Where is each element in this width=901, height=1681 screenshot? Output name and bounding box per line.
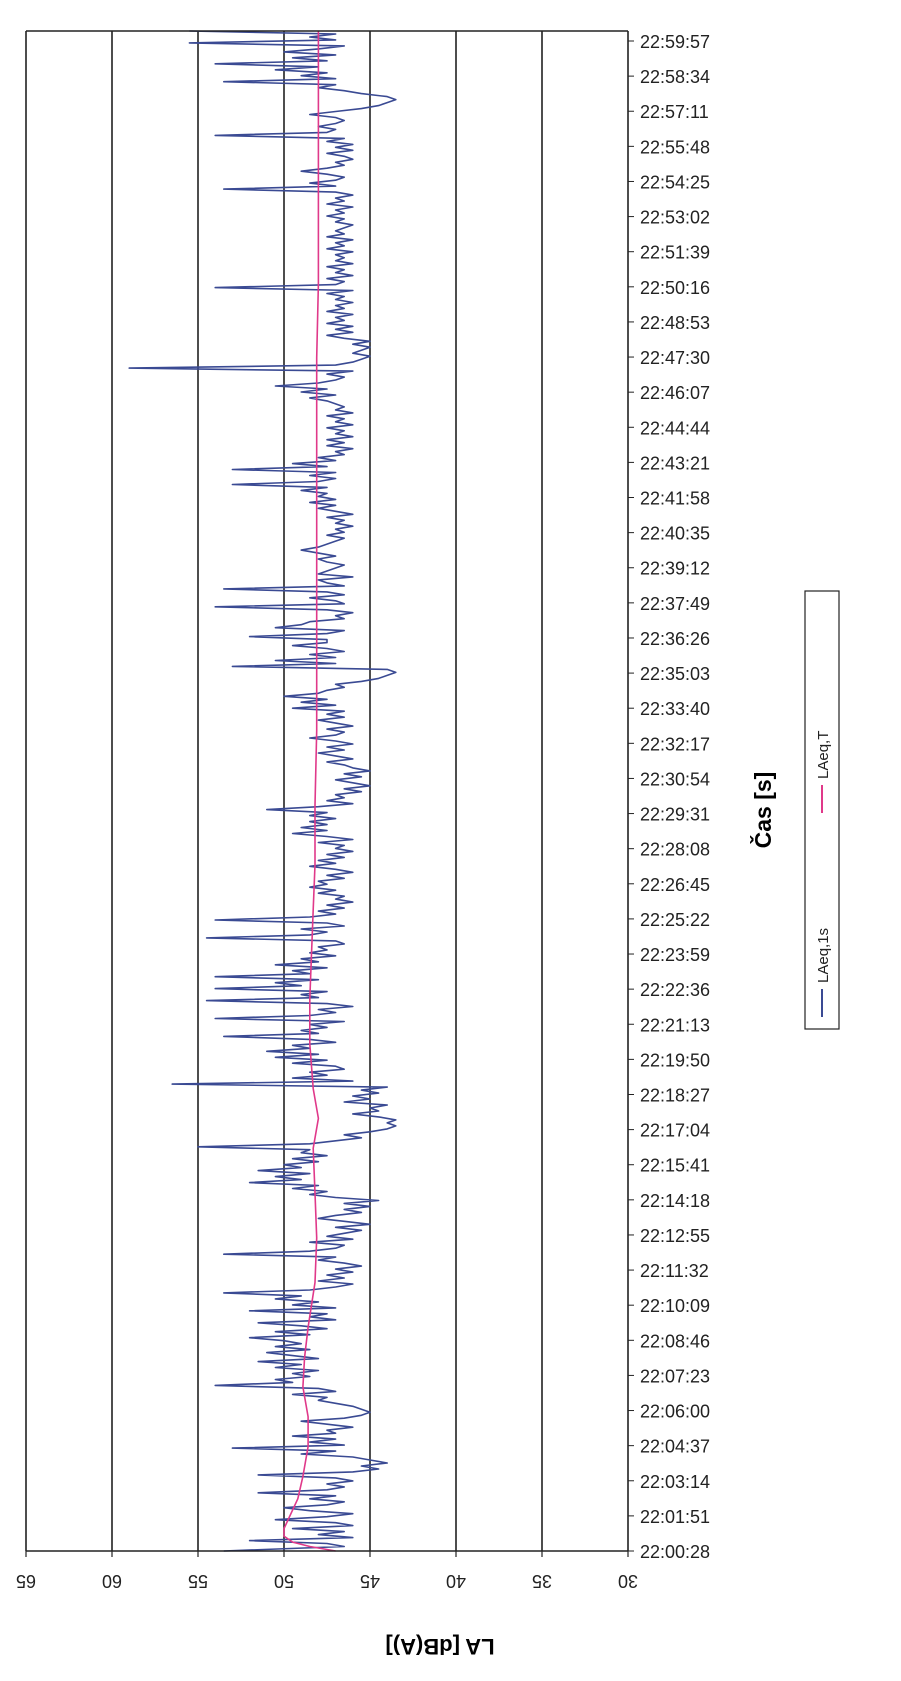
x-tick-label: 22:17:04 <box>640 1121 710 1141</box>
x-tick-label: 22:22:36 <box>640 980 710 1000</box>
x-tick-label: 22:46:07 <box>640 383 710 403</box>
x-tick-label: 22:08:46 <box>640 1331 710 1351</box>
legend: LAeq,1s LAeq,T <box>804 590 840 1030</box>
x-tick-label: 22:41:58 <box>640 489 710 509</box>
x-tick-label: 22:53:02 <box>640 208 710 228</box>
y-tick-label-30: 30 <box>618 1571 638 1591</box>
x-tick-label: 22:40:35 <box>640 524 710 544</box>
x-tick-label: 22:26:45 <box>640 875 710 895</box>
x-tick-label: 22:43:21 <box>640 453 710 473</box>
y-tick-label-55: 55 <box>188 1571 208 1591</box>
x-tick-label: 22:25:22 <box>640 910 710 930</box>
y-tick-label-40: 40 <box>446 1571 466 1591</box>
x-tick-label: 22:01:51 <box>640 1507 710 1527</box>
x-axis-label: Čas [s] <box>749 772 776 849</box>
x-tick-label: 22:11:32 <box>640 1261 709 1281</box>
x-tick-label: 22:06:00 <box>640 1402 710 1422</box>
y-tick-label-65: 65 <box>16 1571 36 1591</box>
x-tick-label: 22:21:13 <box>640 1015 710 1035</box>
x-tick-label: 22:18:27 <box>640 1085 710 1105</box>
x-tick-label: 22:50:16 <box>640 278 710 298</box>
x-tick-label: 22:12:55 <box>640 1226 710 1246</box>
y-tick-label-35: 35 <box>532 1571 552 1591</box>
legend-label-laeq-1s: LAeq,1s <box>815 928 832 983</box>
x-tick-label: 22:54:25 <box>640 172 710 192</box>
x-tick-label: 22:33:40 <box>640 699 710 719</box>
x-tick-label: 22:03:14 <box>640 1472 710 1492</box>
x-tick-label: 22:29:31 <box>640 805 710 825</box>
y-axis-label: LA [dB(A)] <box>385 1634 494 1659</box>
y-tick-label-45: 45 <box>360 1571 380 1591</box>
series-line-laeq-t <box>283 31 336 1552</box>
x-tick-label: 22:57:11 <box>640 102 709 122</box>
x-tick-label: 22:51:39 <box>640 243 710 263</box>
x-tick-label: 22:48:53 <box>640 313 710 333</box>
x-tick-label: 22:23:59 <box>640 945 710 965</box>
axes <box>25 30 629 1552</box>
x-tick-label: 22:19:50 <box>640 1050 710 1070</box>
x-tick-label: 22:00:28 <box>640 1542 710 1562</box>
x-tick-label: 22:59:57 <box>640 32 710 52</box>
x-tick-label: 22:44:44 <box>640 418 710 438</box>
y-tick-labels: 30 35 40 45 50 55 60 65 <box>16 1551 638 1591</box>
x-tick-label: 22:04:37 <box>640 1437 710 1457</box>
x-tick-label: 22:07:23 <box>640 1366 710 1386</box>
x-tick-label: 22:15:41 <box>640 1156 710 1176</box>
x-tick-label: 22:58:34 <box>640 67 710 87</box>
x-tick-label: 22:32:17 <box>640 734 710 754</box>
y-tick-label-60: 60 <box>102 1571 122 1591</box>
x-tick-label: 22:30:54 <box>640 769 710 789</box>
x-tick-labels: 22:00:28 22:01:51 22:03:14 22:04:37 22:06:00… <box>628 32 710 1562</box>
legend-label-laeq-t: LAeq,T <box>815 731 832 779</box>
y-tick-label-50: 50 <box>274 1571 294 1591</box>
x-tick-label: 22:47:30 <box>640 348 710 368</box>
x-tick-label: 22:35:03 <box>640 664 710 684</box>
series-lines <box>128 30 397 1552</box>
x-tick-label: 22:28:08 <box>640 840 710 860</box>
x-tick-label: 22:55:48 <box>640 137 710 157</box>
x-tick-label: 22:14:18 <box>640 1191 710 1211</box>
x-tick-label: 22:37:49 <box>640 594 710 614</box>
x-tick-label: 22:10:09 <box>640 1296 710 1316</box>
series-line-laeq-1s <box>128 30 397 1552</box>
x-tick-label: 22:36:26 <box>640 629 710 649</box>
x-tick-label: 22:39:12 <box>640 559 710 579</box>
